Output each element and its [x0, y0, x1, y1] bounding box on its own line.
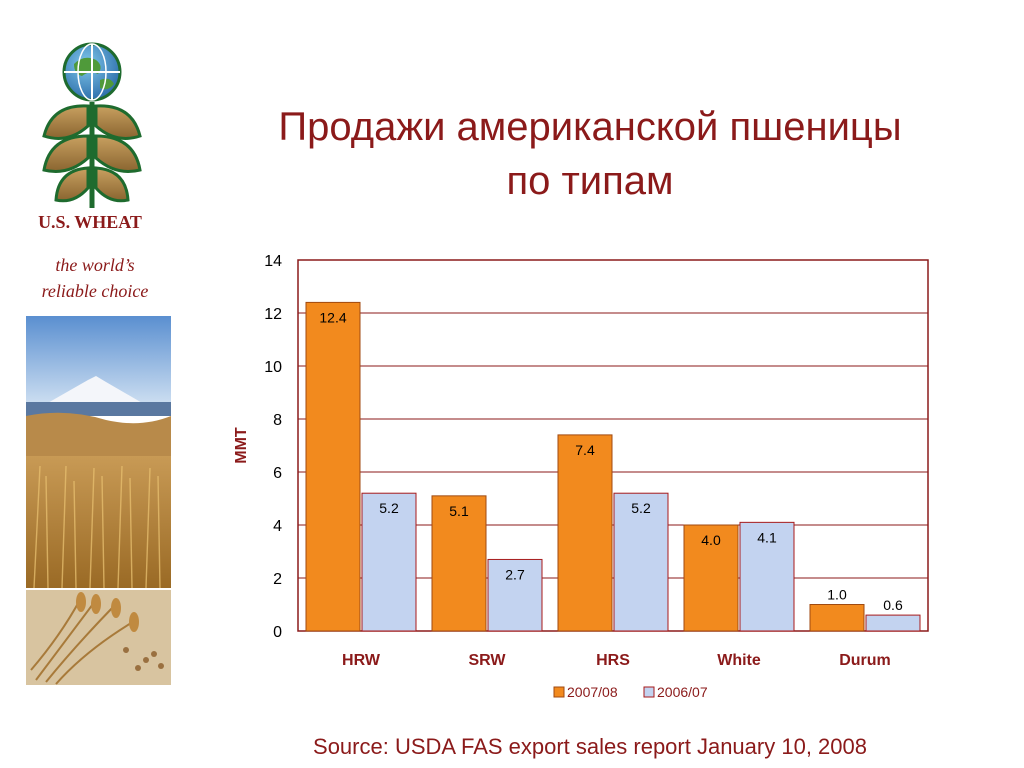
source-note: Source: USDA FAS export sales report Jan… — [313, 734, 867, 759]
bar-2007-08-hrw — [305, 301, 361, 632]
data-label: 7.4 — [575, 442, 595, 458]
legend-swatch — [553, 686, 565, 698]
data-label: 12.4 — [319, 309, 346, 325]
bar-2007-08-srw — [431, 495, 487, 632]
brand-name: U.S. WHEAT — [38, 212, 142, 232]
wheat-sheaf-photo — [26, 590, 171, 685]
brand-tagline: the world’s reliable choice — [15, 252, 175, 304]
us-wheat-globe-logo-icon — [42, 42, 142, 208]
tagline-line-1: the world’s — [55, 255, 135, 275]
bar-2006-07-hrw — [361, 492, 417, 632]
title-line-2: по типам — [506, 159, 674, 203]
bar-2006-07-srw — [487, 558, 543, 632]
data-label: 5.2 — [379, 500, 399, 516]
data-label: 4.0 — [701, 532, 721, 548]
legend-swatch — [643, 686, 655, 698]
y-tick-label: 6 — [273, 465, 282, 482]
tagline-line-2: reliable choice — [41, 281, 149, 301]
x-tick-label: Durum — [839, 652, 891, 669]
data-label: 0.6 — [883, 597, 903, 613]
data-label: 4.1 — [757, 529, 777, 545]
data-label: 5.1 — [449, 503, 469, 519]
page-title: Продажи американской пшеницы по типам — [200, 100, 980, 208]
x-tick-label: White — [717, 652, 761, 669]
bar-chart: 0 2 4 6 8 10 12 14 MMT 12.4 5.2 HRW 5.1 2.7 SRW 7.4 5.2 H… — [233, 253, 929, 700]
y-tick-label: 2 — [273, 571, 282, 588]
legend-label: 2007/08 — [567, 684, 618, 700]
title-line-1: Продажи американской пшеницы — [278, 105, 902, 149]
y-tick-label: 10 — [264, 359, 282, 376]
y-tick-label: 0 — [273, 624, 282, 641]
x-tick-label: SRW — [468, 652, 506, 669]
y-axis-label: MMT — [233, 427, 250, 464]
bar-2007-08-durum — [809, 604, 865, 632]
y-tick-label: 8 — [273, 412, 282, 429]
legend-label: 2006/07 — [657, 684, 708, 700]
data-label: 1.0 — [827, 587, 847, 603]
y-tick-label: 12 — [264, 306, 282, 323]
y-tick-label: 14 — [264, 253, 282, 270]
wheat-field-photo — [26, 316, 171, 588]
x-tick-label: HRW — [342, 652, 381, 669]
x-tick-label: HRS — [596, 652, 630, 669]
bar-2007-08-white — [683, 524, 739, 632]
data-label: 5.2 — [631, 500, 651, 516]
bar-2006-07-durum — [865, 614, 921, 632]
bar-2006-07-hrs — [613, 492, 669, 632]
data-label: 2.7 — [505, 566, 525, 582]
bar-2006-07-white — [739, 521, 795, 632]
bar-2007-08-hrs — [557, 434, 613, 632]
y-tick-label: 4 — [273, 518, 282, 535]
